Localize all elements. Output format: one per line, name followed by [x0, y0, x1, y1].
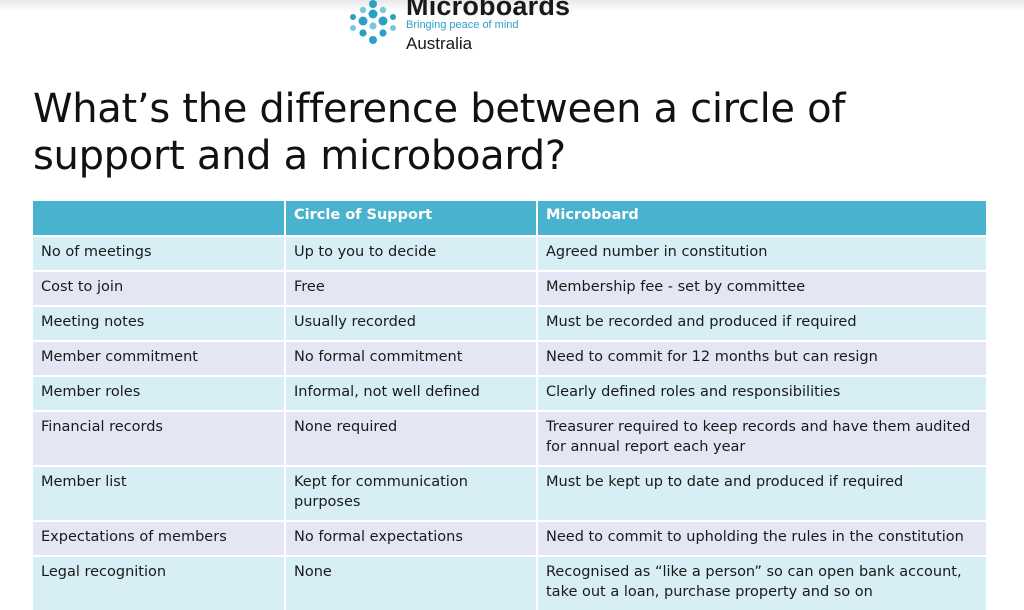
row-label: Cost to join [33, 270, 286, 306]
table-header-row: Circle of Support Microboard [33, 201, 986, 236]
table-row: Member list Kept for communication purpo… [33, 465, 986, 521]
table-row: Meeting notes Usually recorded Must be r… [33, 305, 986, 341]
table-row: Legal recognition None Recognised as “li… [33, 555, 986, 610]
row-label: Member commitment [33, 340, 286, 376]
table-row: Member roles Informal, not well defined … [33, 375, 986, 411]
table-row: Expectations of members No formal expect… [33, 520, 986, 556]
row-label: Member roles [33, 375, 286, 411]
row-label: Financial records [33, 410, 286, 466]
row-label: No of meetings [33, 235, 286, 271]
circle-of-support-cell: Usually recorded [285, 305, 538, 341]
circle-of-support-cell: No formal commitment [285, 340, 538, 376]
header-cell-circle-of-support: Circle of Support [285, 201, 538, 236]
logo-tagline: Bringing peace of mind [406, 19, 519, 31]
logo-name: Microboards [406, 0, 571, 21]
microboard-cell: Must be recorded and produced if require… [537, 305, 986, 341]
circle-of-support-cell: None required [285, 410, 538, 466]
circle-of-support-cell: Free [285, 270, 538, 306]
logo-dots-icon [350, 0, 396, 44]
row-label: Member list [33, 465, 286, 521]
microboard-cell: Clearly defined roles and responsibiliti… [537, 375, 986, 411]
row-label: Expectations of members [33, 520, 286, 556]
microboard-cell: Membership fee - set by committee [537, 270, 986, 306]
microboard-cell: Recognised as “like a person” so can ope… [537, 555, 986, 610]
microboard-cell: Need to commit for 12 months but can res… [537, 340, 986, 376]
microboard-cell: Treasurer required to keep records and h… [537, 410, 986, 466]
microboards-logo: Microboards Bringing peace of mind Austr… [345, 0, 605, 60]
table-row: Financial records None required Treasure… [33, 410, 986, 466]
slide-title-line-2: support and a microboard? [33, 133, 566, 179]
microboard-cell: Agreed number in constitution [537, 235, 986, 271]
header-cell-microboard: Microboard [537, 201, 986, 236]
header-cell-criteria [33, 201, 286, 236]
microboard-cell: Need to commit to upholding the rules in… [537, 520, 986, 556]
table-row: Member commitment No formal commitment N… [33, 340, 986, 376]
row-label: Meeting notes [33, 305, 286, 341]
microboard-cell: Must be kept up to date and produced if … [537, 465, 986, 521]
slide-title: What’s the difference between a circle o… [33, 86, 993, 180]
top-bar [0, 0, 1024, 12]
table-row: Cost to join Free Membership fee - set b… [33, 270, 986, 306]
circle-of-support-cell: No formal expectations [285, 520, 538, 556]
circle-of-support-cell: Up to you to decide [285, 235, 538, 271]
circle-of-support-cell: None [285, 555, 538, 610]
circle-of-support-cell: Informal, not well defined [285, 375, 538, 411]
slide-title-line-1: What’s the difference between a circle o… [33, 86, 846, 132]
table-row: No of meetings Up to you to decide Agree… [33, 235, 986, 271]
row-label: Legal recognition [33, 555, 286, 610]
comparison-table: Circle of Support Microboard No of meeti… [33, 201, 986, 610]
logo-country: Australia [406, 34, 473, 53]
circle-of-support-cell: Kept for communication purposes [285, 465, 538, 521]
